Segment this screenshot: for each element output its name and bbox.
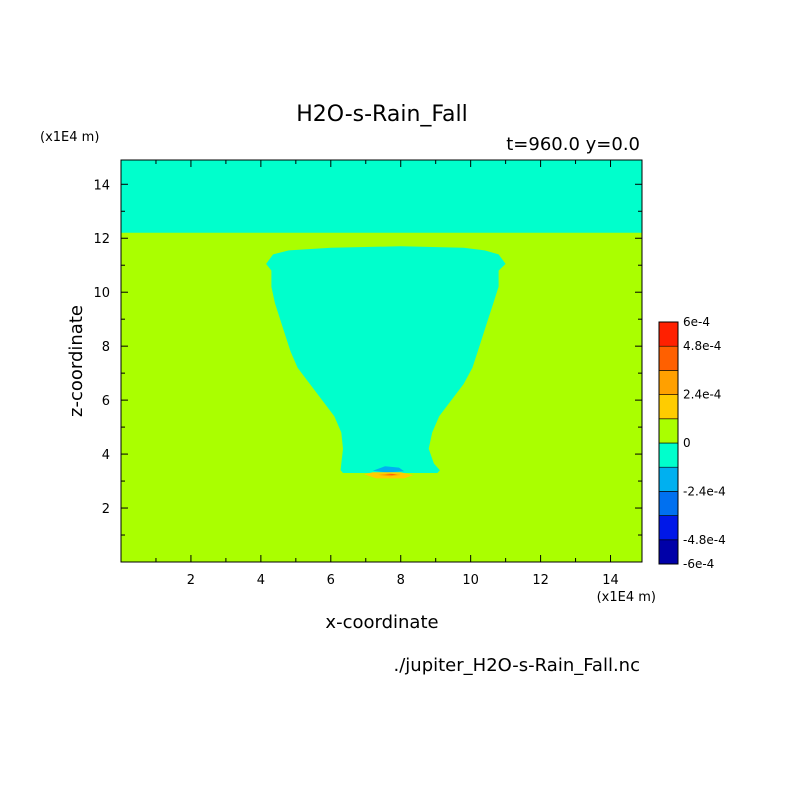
y-tick-label: 8 [102,340,110,355]
colorbar-swatch [658,442,679,468]
colorbar: 6e-4 4.8e-4 2.4e-4 0 -2.4e-4 -4.8e-4 -6e-4 [658,315,726,571]
plot-area [121,160,642,562]
colorbar-swatch [658,539,679,565]
field-region-upper-layer [121,160,642,233]
y-tick-label: 14 [93,178,110,193]
plot-frame [120,159,643,563]
x-tick-label: 6 [327,573,335,588]
colorbar-swatch [658,370,679,395]
field-region-rain-column [266,246,506,473]
y-tick-label: 10 [93,286,110,301]
colorbar-swatch [658,345,679,371]
x-axis-label: x-coordinate [325,612,438,633]
colorbar-tick-label: -2.4e-4 [683,484,726,498]
y-tick-label: 12 [93,232,110,247]
x-tick-label: 14 [602,573,619,588]
x-axis-unit: (x1E4 m) [597,590,656,605]
colorbar-tick-label: 2.4e-4 [683,388,721,402]
y-tick-label: 4 [102,448,110,463]
source-file-label: ./jupiter_H2O-s-Rain_Fall.nc [394,655,641,676]
y-axis-unit: (x1E4 m) [40,130,99,145]
colorbar-swatch [658,321,679,347]
x-tick-label: 12 [532,573,549,588]
colorbar-frame [658,321,679,565]
chart-subtitle: t=960.0 y=0.0 [506,134,640,155]
colorbar-tick-label: 4.8e-4 [683,339,721,353]
field-region-positive-patch-red [385,474,398,476]
colorbar-swatch [658,418,679,444]
y-tick-label: 6 [102,394,110,409]
colorbar-swatch [658,394,679,420]
x-tick-label: 2 [187,573,195,588]
y-axis-label: z-coordinate [66,305,87,417]
colorbar-tick-label: 6e-4 [683,315,710,329]
field-region-negative-patch-blue [372,466,405,473]
x-tick-label: 8 [397,573,405,588]
x-tick-label: 10 [462,573,479,588]
colorbar-swatch [658,515,679,541]
colorbar-tick-label: -4.8e-4 [683,533,726,547]
colorbar-swatch [658,491,679,516]
colorbar-swatch [658,466,679,492]
x-axis-ticks: 2 4 6 8 10 12 14 [155,160,619,588]
colorbar-tick-label: 0 [683,436,691,450]
x-tick-label: 4 [257,573,265,588]
y-axis-ticks: 2 4 6 8 10 12 14 [93,178,642,536]
chart-title: H2O-s-Rain_Fall [296,102,468,127]
colorbar-tick-label: -6e-4 [683,557,714,571]
y-tick-label: 2 [102,502,110,517]
